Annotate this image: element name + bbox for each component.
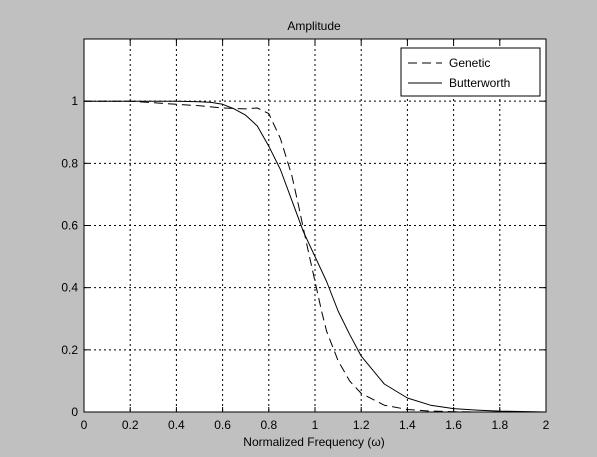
legend: Genetic Butterworth <box>400 47 541 97</box>
x-tick-label: 2 <box>543 418 550 432</box>
chart-title: Amplitude <box>287 19 341 33</box>
x-axis: 0 0.2 0.4 0.6 0.8 1 1.2 1.4 1.6 1.8 2 <box>81 39 550 432</box>
legend-box <box>400 47 541 97</box>
series-layer <box>84 100 547 413</box>
series-genetic-line <box>84 100 546 413</box>
x-tick-label: 0.8 <box>260 418 277 432</box>
x-tick-label: 0.6 <box>214 418 231 432</box>
plot-frame <box>83 38 547 413</box>
y-tick-label: 0.2 <box>61 343 78 357</box>
x-tick-label: 1 <box>312 418 319 432</box>
y-axis: 0 0.2 0.4 0.6 0.8 1 <box>61 94 546 419</box>
y-tick-label: 1 <box>71 94 78 108</box>
x-tick-label: 1.8 <box>491 418 508 432</box>
y-tick-label: 0.4 <box>61 281 78 295</box>
legend-genetic-label: Genetic <box>449 56 490 70</box>
x-tick-label: 0.2 <box>122 418 139 432</box>
y-tick-label: 0.6 <box>61 219 78 233</box>
y-tick-label: 0.8 <box>61 156 78 170</box>
grid-lines <box>84 39 546 412</box>
series-butterworth-line <box>84 100 547 413</box>
x-axis-label: Normalized Frequency (ω) <box>243 435 384 449</box>
x-tick-label: 0.4 <box>168 418 185 432</box>
legend-butterworth-label: Butterworth <box>449 76 510 90</box>
x-tick-label: 0 <box>81 418 88 432</box>
x-tick-label: 1.4 <box>399 418 416 432</box>
x-tick-label: 1.2 <box>353 418 370 432</box>
y-tick-label: 0 <box>71 405 78 419</box>
x-tick-label: 1.6 <box>445 418 462 432</box>
